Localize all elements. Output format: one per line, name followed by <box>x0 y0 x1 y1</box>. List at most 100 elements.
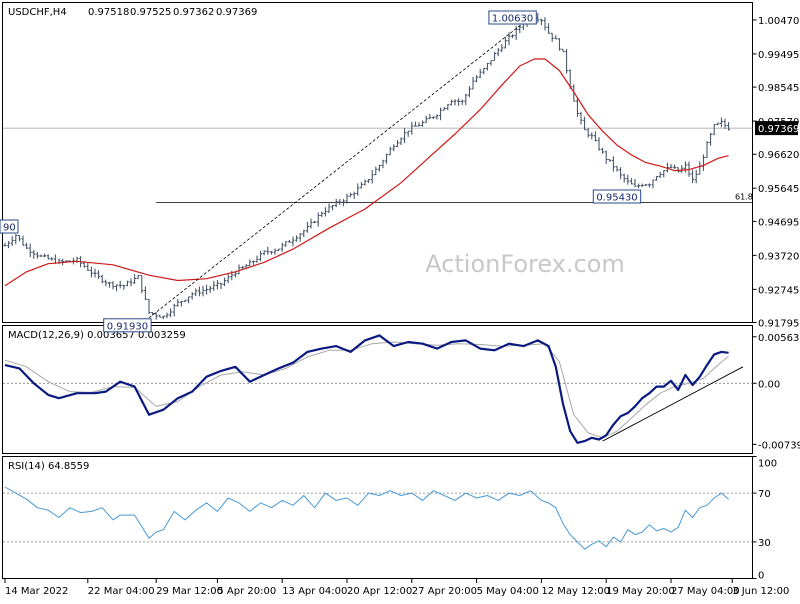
price-bar <box>475 75 479 83</box>
price-label-mid: 0.95430 <box>596 193 637 204</box>
price-bar <box>493 51 497 61</box>
price-bar <box>604 150 608 164</box>
price-bar <box>622 173 626 183</box>
rsi-y-tick-label: 100 <box>758 459 777 470</box>
price-bar <box>716 122 720 126</box>
price-bar <box>280 242 284 252</box>
price-bar <box>511 34 515 39</box>
axes-layer: 1.004700.994950.985450.975700.966200.956… <box>4 16 800 597</box>
price-header: USDCHF,H4 0.97518 0.97525 0.97362 0.9736… <box>8 7 257 18</box>
fib-label: 61.8 <box>735 192 753 201</box>
price-bar <box>413 121 417 127</box>
price-bar <box>352 191 356 200</box>
rsi-y-tick-label: 70 <box>758 489 771 500</box>
price-bar <box>370 169 374 184</box>
price-bar <box>219 282 223 289</box>
price-bar <box>428 114 432 120</box>
price-bar <box>215 280 219 290</box>
price-bar <box>309 218 313 229</box>
price-bar <box>107 281 111 288</box>
price-bar <box>50 257 54 261</box>
macd-panel-frame <box>2 325 753 454</box>
price-bar <box>410 121 414 135</box>
price-bar <box>550 32 554 42</box>
price-bar <box>579 112 583 125</box>
price-bar <box>500 44 504 53</box>
price-bar <box>442 106 446 111</box>
x-tick-label: 3 Jun 12:00 <box>732 586 789 597</box>
price-bar <box>543 17 547 31</box>
price-bar <box>93 268 97 278</box>
price-bar <box>446 104 450 111</box>
price-label-mid-box <box>592 189 642 204</box>
price-bar <box>208 285 212 293</box>
price-bar <box>449 99 453 106</box>
price-bar <box>10 236 14 247</box>
price-bar <box>629 178 633 185</box>
price-bar <box>583 116 587 131</box>
price-bar <box>518 25 522 34</box>
price-bar <box>460 99 464 105</box>
price-bar <box>115 284 119 292</box>
price-bar <box>471 76 475 90</box>
price-bar <box>251 260 255 266</box>
price-bar <box>295 235 299 242</box>
price-bar <box>179 300 183 307</box>
price-bar <box>633 179 637 187</box>
price-bar <box>46 254 50 260</box>
price-bar <box>25 242 29 249</box>
price-bar <box>647 183 651 188</box>
price-bar <box>673 164 677 169</box>
price-bar <box>197 286 201 297</box>
price-y-tick-label: 0.96620 <box>758 150 799 161</box>
price-bar <box>125 280 129 287</box>
price-bar <box>28 243 32 258</box>
price-bar <box>478 68 482 79</box>
price-bar <box>406 130 410 137</box>
price-bar <box>118 280 122 289</box>
price-bar <box>327 203 331 214</box>
price-bar <box>399 137 403 145</box>
price-bar <box>457 98 461 106</box>
price-bar <box>683 161 687 173</box>
price-bar <box>176 299 180 307</box>
price-bar <box>547 23 551 34</box>
price-bar <box>619 167 623 179</box>
price-bar <box>356 183 360 196</box>
price-bar <box>626 174 630 185</box>
price-bar <box>453 99 457 106</box>
x-tick-label: 13 Apr 04:00 <box>282 586 347 597</box>
price-bar <box>35 252 39 259</box>
price-bar <box>323 207 327 217</box>
x-tick-label: 27 Apr 20:00 <box>412 586 477 597</box>
price-bar <box>241 266 245 269</box>
price-bar <box>172 303 176 317</box>
price-bar <box>122 284 126 290</box>
price-bar <box>539 18 543 26</box>
price-bar <box>586 128 590 138</box>
macd-y-tick-label: 0.005632 <box>758 333 800 344</box>
header-close: 0.97369 <box>216 7 257 18</box>
price-bar <box>244 264 248 268</box>
price-layer: 1.00630 0.91930 0.95430 90 <box>0 10 731 333</box>
rsi-y-tick-label: 30 <box>758 538 771 549</box>
price-bar <box>561 48 565 53</box>
price-bar <box>183 299 187 303</box>
price-bar <box>331 204 335 211</box>
price-bar <box>557 38 561 51</box>
price-bar <box>403 128 407 144</box>
price-bar <box>719 117 723 128</box>
price-bar <box>705 141 709 158</box>
price-bar <box>136 274 140 279</box>
price-bar <box>89 266 93 278</box>
price-bar <box>377 164 381 172</box>
x-tick-label: 19 May 20:00 <box>606 586 675 597</box>
price-bar <box>655 175 659 181</box>
price-bar <box>439 107 443 121</box>
price-label-top: 1.00630 <box>492 14 533 25</box>
price-bar <box>597 137 601 151</box>
last-price-tag-label: 0.97369 <box>758 124 799 135</box>
price-bar <box>233 271 237 278</box>
macd-layer <box>4 334 744 444</box>
